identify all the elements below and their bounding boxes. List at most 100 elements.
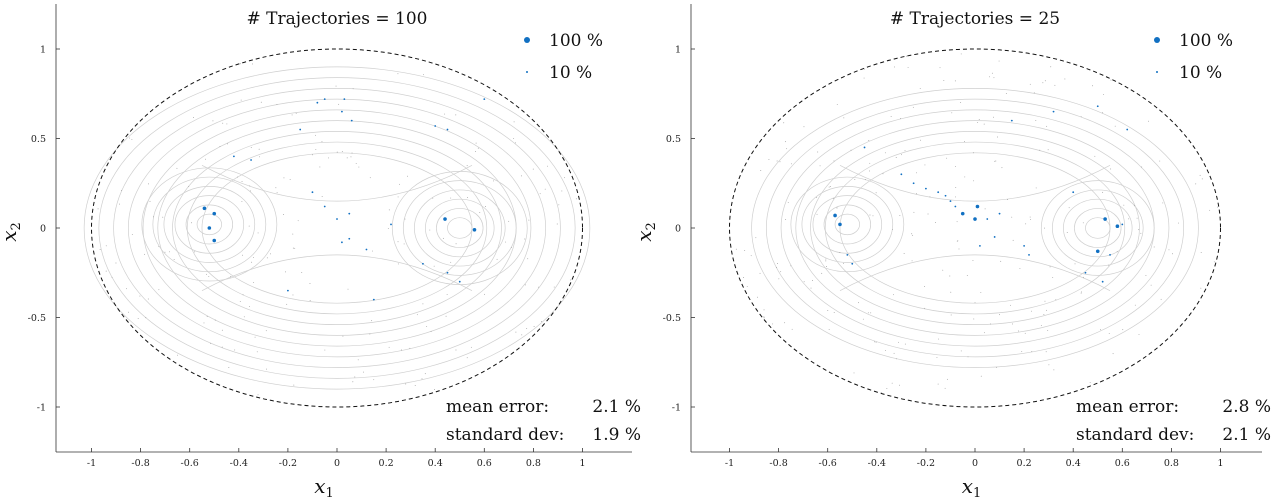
background-dot [786, 148, 788, 150]
background-dot [1123, 204, 1125, 206]
legend-label-10: 10 % [1179, 63, 1222, 83]
background-dot [1108, 264, 1110, 266]
background-dot [973, 318, 975, 320]
background-dot [900, 154, 902, 156]
background-dot [266, 368, 268, 370]
x-tick-label: -0.4 [868, 458, 886, 469]
background-dot [429, 229, 431, 231]
background-dot [954, 80, 956, 82]
background-dot [493, 180, 495, 182]
mean-error-label: mean error: [1076, 397, 1179, 417]
background-dot [210, 342, 212, 344]
x-tick-label: -0.6 [819, 458, 837, 469]
background-dot [434, 389, 436, 391]
background-dot [884, 152, 886, 154]
point-10-percent [336, 218, 338, 220]
point-10-percent [993, 236, 996, 238]
background-dot [743, 277, 745, 278]
background-dot [475, 142, 477, 144]
trajectory-loop [810, 130, 1140, 326]
background-dot [292, 294, 294, 296]
background-dot [144, 253, 146, 255]
background-dot [832, 197, 834, 199]
x-axis-label: x1 [314, 474, 334, 498]
background-dot [250, 147, 252, 148]
background-dot [363, 371, 364, 373]
background-dot [1140, 232, 1142, 234]
background-dot [243, 316, 245, 318]
background-dot [350, 156, 352, 158]
background-dot [906, 55, 907, 57]
point-10-percent [1072, 191, 1075, 194]
trajectory-loop [98, 77, 576, 379]
background-dot [513, 137, 515, 139]
point-100-percent [833, 213, 837, 218]
background-dot [1033, 92, 1035, 94]
background-dot [249, 190, 251, 192]
background-dot [351, 152, 353, 154]
background-dot [176, 167, 178, 169]
background-dot [996, 136, 998, 138]
background-dot [776, 160, 778, 162]
background-dot [292, 233, 294, 235]
background-dot [1100, 329, 1102, 331]
background-dot [479, 212, 481, 214]
background-dot [854, 178, 856, 180]
mean-error-value: 2.1 % [592, 397, 641, 417]
point-10-percent [1121, 223, 1124, 226]
background-dot [301, 272, 303, 274]
trajectory-loop [751, 88, 1199, 368]
background-dot [994, 160, 996, 162]
legend-label-10: 10 % [549, 63, 592, 83]
background-dot [1052, 276, 1054, 278]
background-dot [222, 122, 224, 124]
background-dot [755, 237, 757, 239]
background-dot [912, 106, 914, 108]
background-dot [369, 177, 371, 179]
point-10-percent [343, 98, 346, 101]
dashed-boundary-circle [729, 48, 1221, 408]
background-dot [249, 185, 251, 187]
background-dot [960, 102, 962, 104]
background-dot [336, 151, 338, 153]
background-dot [177, 354, 179, 356]
trajectory-loop [780, 109, 1170, 347]
background-dot [1045, 351, 1047, 353]
background-dot [937, 383, 939, 385]
background-dot [893, 294, 895, 296]
background-dot [862, 318, 864, 320]
left-focus-spiral [141, 167, 278, 282]
background-dot [967, 356, 969, 358]
background-dot [1080, 292, 1082, 294]
background-dot [843, 117, 845, 119]
background-dot [784, 141, 786, 143]
left-focus-spiral [790, 176, 905, 273]
background-dot [1103, 93, 1105, 95]
background-dot [1035, 187, 1037, 189]
background-dot [191, 222, 193, 224]
chart-title: # Trajectories = 100 [246, 9, 427, 29]
background-dot [539, 193, 541, 195]
background-dot [228, 367, 230, 368]
background-dot [911, 233, 913, 235]
background-dot [319, 166, 321, 168]
left-focus-spiral [152, 176, 267, 273]
background-dot [898, 384, 900, 386]
point-10-percent [348, 212, 351, 215]
point-10-percent [446, 128, 449, 131]
point-100-percent [1103, 217, 1107, 221]
background-dot [942, 269, 944, 271]
y-tick-label: -0.5 [663, 313, 681, 324]
background-dot [1010, 304, 1011, 306]
background-dot [989, 323, 991, 325]
background-dot [812, 280, 813, 281]
background-dot [358, 166, 360, 168]
background-dot [867, 312, 869, 314]
background-dot [991, 72, 993, 74]
background-dot [1055, 299, 1057, 301]
point-10-percent [986, 218, 989, 220]
legend-label-100: 100 % [549, 31, 603, 51]
point-10-percent [1052, 110, 1055, 113]
point-100-percent [975, 204, 980, 209]
background-dot [744, 250, 746, 251]
